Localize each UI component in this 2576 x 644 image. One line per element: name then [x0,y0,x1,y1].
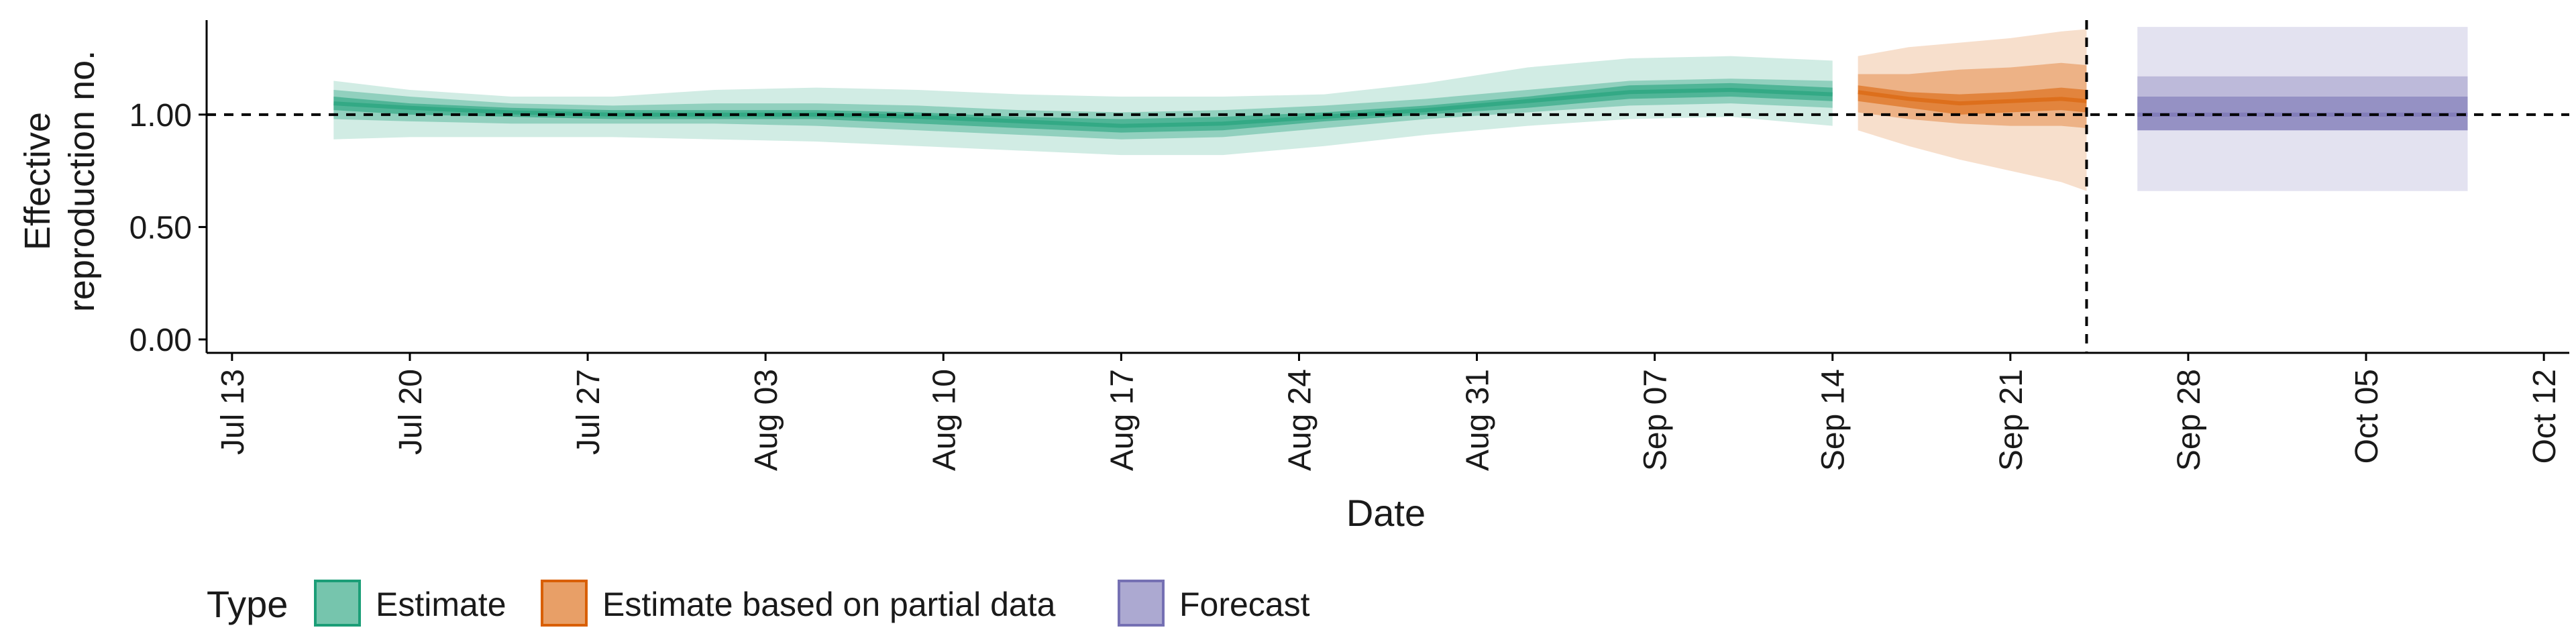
legend-items: Estimate Estimate based on partial data Fo… [314,580,1310,627]
legend-label: Estimate [376,586,506,623]
median-line [1858,90,2087,106]
x-tick-label: Aug 10 [926,369,962,471]
reference-lines [207,20,2569,353]
x-tick-label: Sep 07 [1638,369,1674,471]
series-forecast [2137,27,2468,191]
x-tick-label: Aug 24 [1282,369,1318,471]
x-tick-label: Jul 27 [571,369,606,455]
y-tick-label: 1.00 [129,98,192,133]
x-tick-label: Sep 28 [2171,369,2207,471]
band-90 [333,56,1833,156]
x-tick-label: Oct 12 [2527,369,2563,464]
x-tick-label: Aug 03 [749,369,784,471]
x-axis-ticks: Jul 13 Jul 20 Jul 27 Aug 03 Aug 10 Aug 17 Aug … [215,353,2563,471]
legend-label: Estimate based on partial data [602,586,1056,623]
axes: 0.00 0.50 1.00 Jul 13 Jul 20 Jul 27 Aug 03 Aug… [129,20,2569,471]
uncertainty-bands [333,27,2468,191]
y-tick-label: 0.50 [129,210,192,246]
series-estimate-based-on-partial-data [1858,29,2087,191]
x-tick-label: Sep 14 [1816,369,1851,471]
x-tick-label: Jul 13 [215,369,251,455]
legend-swatch [314,580,361,627]
legend-title: Type [207,583,288,625]
legend: Type Estimate Estimate based on partial d… [207,580,1310,627]
y-axis-label-line-1: Effective [17,112,58,250]
y-tick-label: 0.00 [129,323,192,358]
x-tick-label: Oct 05 [2349,369,2385,464]
x-tick-label: Aug 17 [1104,369,1140,471]
band-20 [1858,85,2087,115]
x-tick-label: Aug 31 [1460,369,1496,471]
series-estimate [333,56,1833,156]
x-tick-label: Sep 21 [1994,369,2029,471]
legend-swatch [1118,580,1165,627]
y-axis-label-line-2: reproduction no. [62,50,102,312]
x-tick-label: Jul 20 [393,369,429,455]
legend-swatch [541,580,588,627]
x-axis-label: Date [1346,492,1426,534]
legend-label: Forecast [1179,586,1310,623]
y-axis-ticks: 0.00 0.50 1.00 [129,98,207,358]
